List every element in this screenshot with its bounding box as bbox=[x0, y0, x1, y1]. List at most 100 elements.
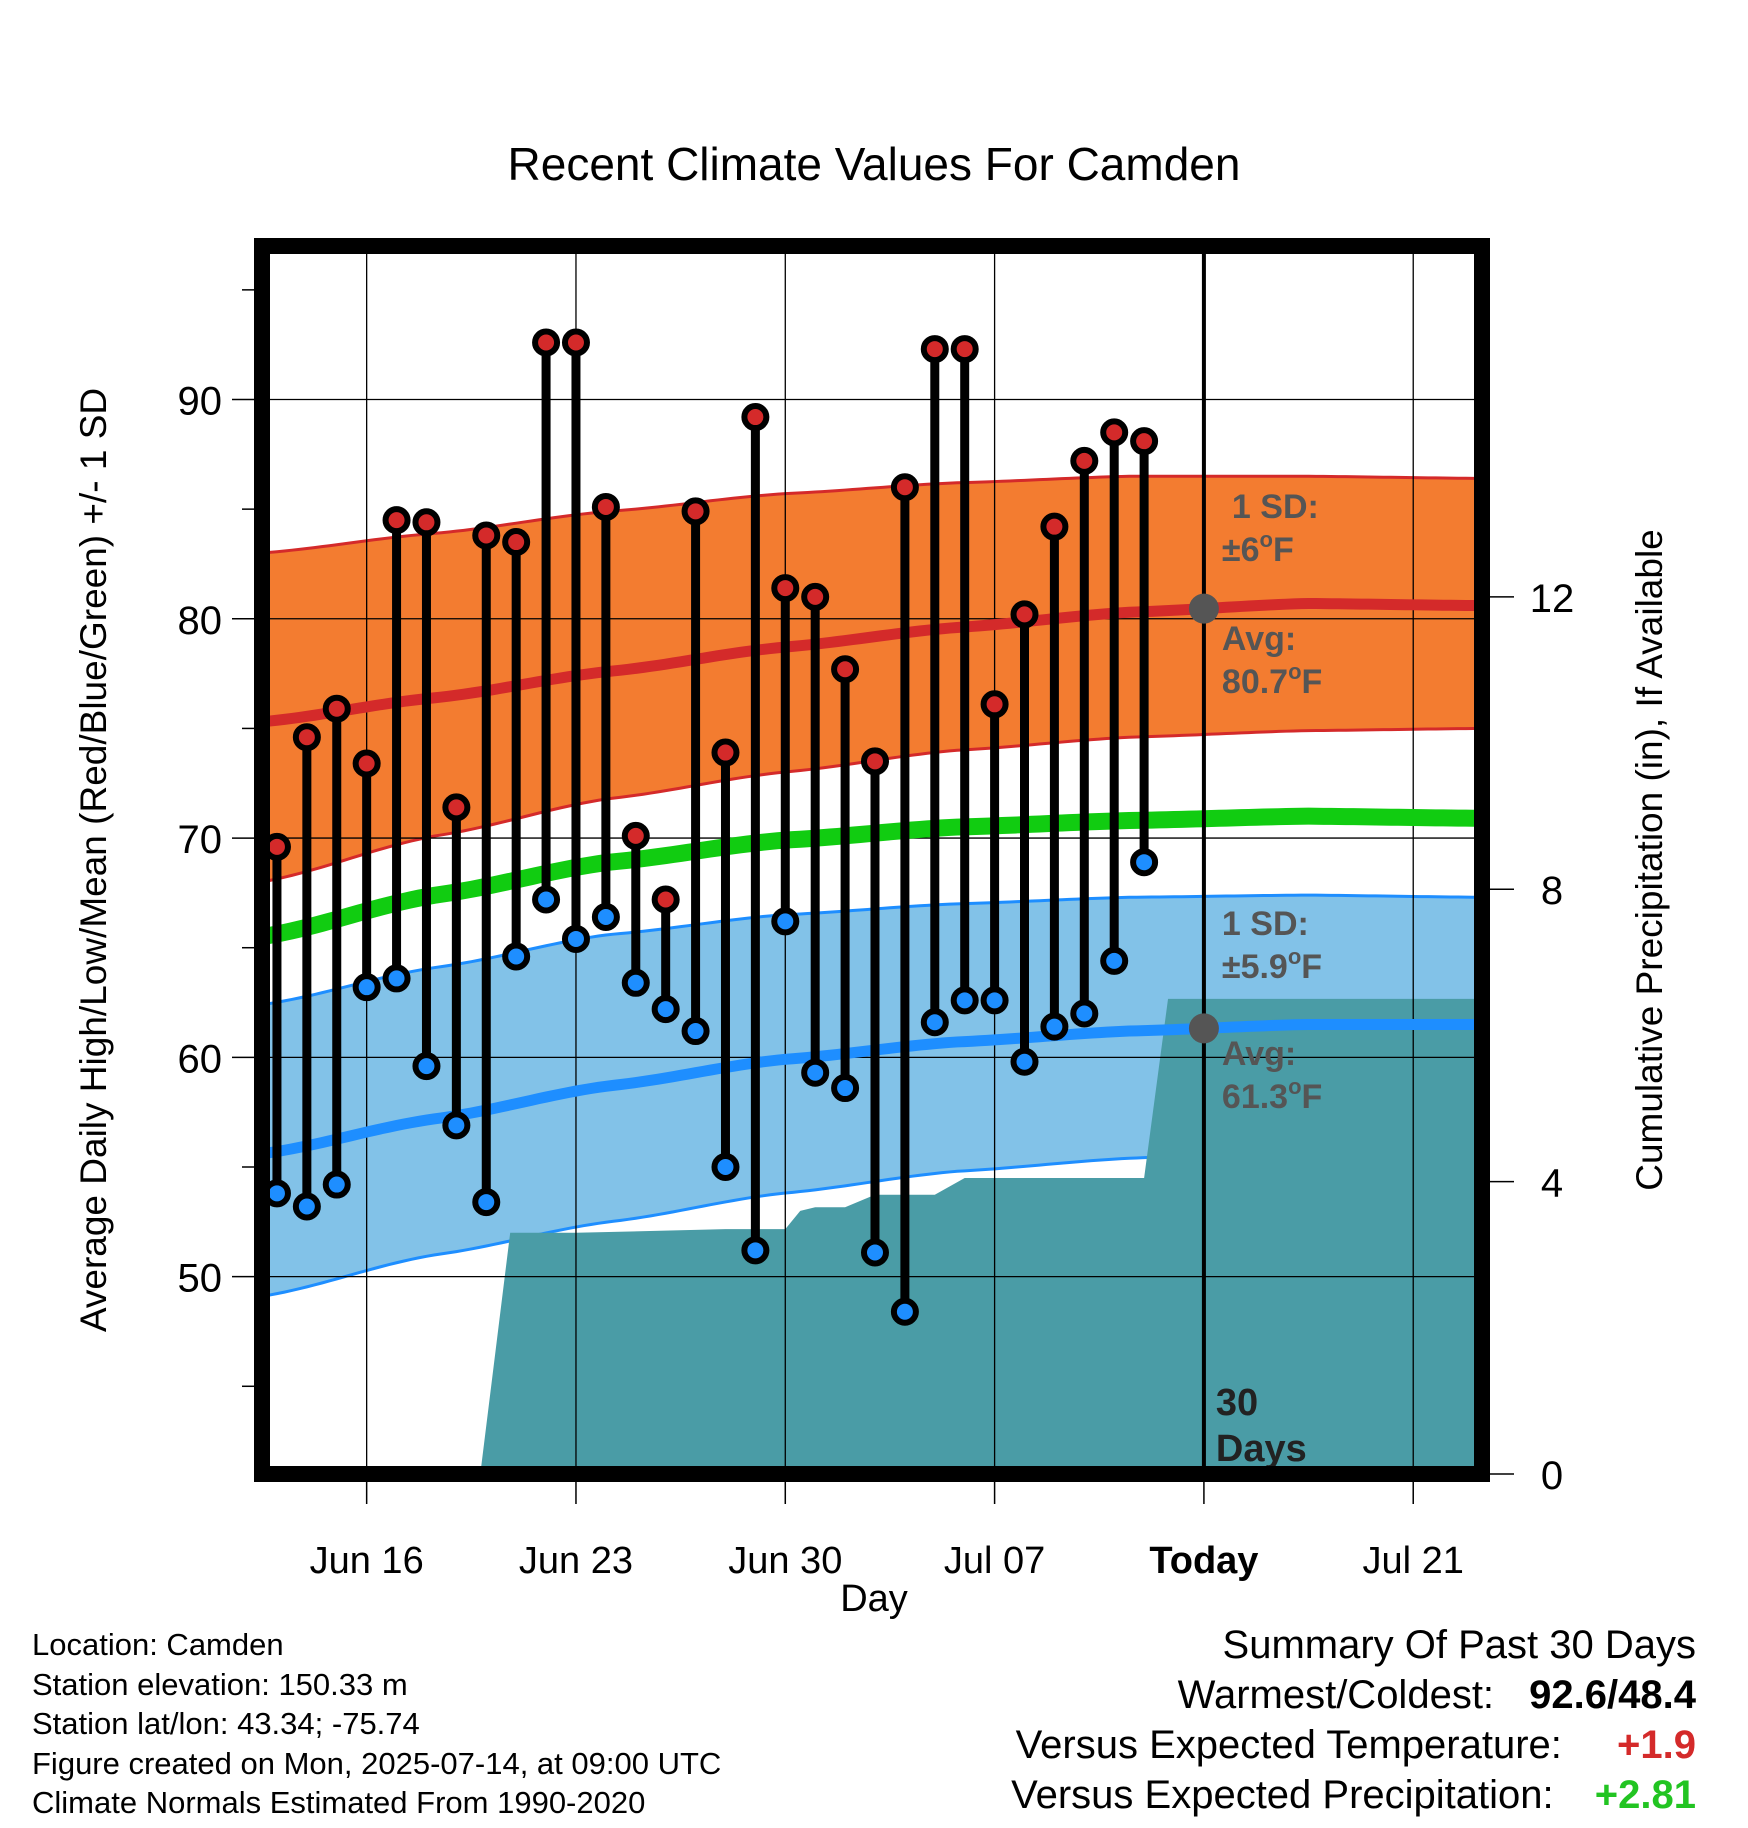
daily-low-point bbox=[502, 942, 531, 971]
daily-low-point bbox=[1010, 1047, 1039, 1076]
daily-high-point bbox=[382, 506, 411, 535]
high-sd-value: ±6oF bbox=[1222, 527, 1294, 569]
warm-cold-value: 92.6/48.4 bbox=[1529, 1673, 1696, 1717]
daily-low-point bbox=[1070, 999, 1099, 1028]
daily-high-point bbox=[651, 885, 680, 914]
daily-low-point bbox=[412, 1052, 441, 1081]
daily-low-point bbox=[831, 1074, 860, 1103]
daily-high-point bbox=[920, 335, 949, 364]
daily-low-point bbox=[532, 885, 561, 914]
high-sd-band bbox=[262, 476, 1481, 882]
daily-high-point bbox=[1100, 418, 1129, 447]
precip-label: Versus Expected Precipitation: bbox=[1011, 1773, 1554, 1817]
normals-text: Climate Normals Estimated From 1990-2020 bbox=[32, 1785, 646, 1820]
daily-high-point bbox=[442, 793, 471, 822]
daily-low-point bbox=[890, 1297, 919, 1326]
y-axis-label-left: Average Daily High/Low/Mean (Red/Blue/Gr… bbox=[73, 388, 114, 1332]
daily-high-point bbox=[801, 582, 830, 611]
daily-low-point bbox=[741, 1236, 770, 1265]
daily-high-point bbox=[950, 335, 979, 364]
precip-value: +2.81 bbox=[1594, 1773, 1696, 1817]
daily-low-point bbox=[711, 1153, 740, 1181]
x-axis-label: Day bbox=[840, 1578, 908, 1620]
y-tick-label-left: 90 bbox=[178, 380, 223, 424]
daily-high-point bbox=[561, 328, 590, 357]
daily-high-point bbox=[292, 723, 321, 752]
chart-title: Recent Climate Values For Camden bbox=[508, 138, 1241, 190]
daily-high-point bbox=[1010, 600, 1039, 629]
daily-high-point bbox=[681, 497, 710, 526]
high-avg-value: 80.7oF bbox=[1222, 659, 1322, 701]
daily-high-point bbox=[1130, 427, 1159, 456]
daily-low-point bbox=[382, 964, 411, 993]
daily-low-point bbox=[442, 1111, 471, 1140]
daily-high-point bbox=[1040, 512, 1069, 541]
low-avg-label: Avg: bbox=[1222, 1035, 1296, 1073]
daily-low-point bbox=[801, 1058, 830, 1087]
daily-high-point bbox=[591, 492, 620, 521]
daily-low-point bbox=[651, 995, 680, 1024]
y-tick-label-right: 4 bbox=[1541, 1162, 1563, 1206]
high-sd-upper-line bbox=[262, 474, 1481, 555]
daily-high-point bbox=[322, 694, 351, 723]
y-tick-label-right: 8 bbox=[1541, 869, 1563, 913]
x-tick-label: Jul 07 bbox=[944, 1540, 1045, 1582]
daily-low-point bbox=[860, 1238, 889, 1267]
summary-panel: Summary Of Past 30 Days Warmest/Coldest:… bbox=[796, 1620, 1696, 1820]
elevation-text: Station elevation: 150.33 m bbox=[32, 1666, 408, 1702]
y-tick-label-left: 70 bbox=[178, 818, 223, 862]
y-axis-label-right: Cumulative Precipitation (in), If Availa… bbox=[1629, 529, 1670, 1191]
daily-high-point bbox=[831, 655, 860, 684]
axes: 50 60 70 80 90 0 4 8 12 Jun 16 Jun 23 Jun 30 Jul 07 T… bbox=[178, 238, 1574, 1582]
daily-high-point bbox=[621, 821, 650, 850]
summary-warm-cold-row: Warmest/Coldest: 92.6/48.4 bbox=[796, 1670, 1696, 1720]
x-tick-label: Jul 21 bbox=[1363, 1540, 1464, 1582]
daily-high-point bbox=[1070, 446, 1099, 475]
high-avg-label: Avg: bbox=[1222, 620, 1296, 658]
low-sd-value: ±5.9oF bbox=[1222, 944, 1322, 986]
x-tick-label: Jun 30 bbox=[728, 1540, 842, 1582]
daily-high-point bbox=[860, 747, 889, 776]
mean-high-line bbox=[262, 597, 1481, 728]
summary-precip-row: Versus Expected Precipitation: +2.81 bbox=[796, 1770, 1696, 1820]
x-tick-label: Jun 23 bbox=[519, 1540, 633, 1582]
daily-low-point bbox=[472, 1188, 501, 1217]
y-tick-label-left: 80 bbox=[178, 599, 223, 643]
daily-high-point bbox=[890, 473, 919, 502]
daily-high-point bbox=[741, 403, 770, 432]
daily-low-point bbox=[352, 973, 381, 1002]
low-avg-value: 61.3oF bbox=[1222, 1074, 1322, 1116]
y-tick-label-left: 50 bbox=[178, 1257, 223, 1301]
daily-high-point bbox=[472, 521, 501, 550]
daily-low-point bbox=[920, 1008, 949, 1037]
x-tick-label: Jun 16 bbox=[310, 1540, 424, 1582]
daily-low-point bbox=[681, 1017, 710, 1046]
daily-low-point bbox=[980, 986, 1009, 1015]
daily-high-point bbox=[412, 508, 441, 537]
x-tick-label: Today bbox=[1149, 1540, 1258, 1582]
daily-low-point bbox=[1040, 1012, 1069, 1041]
daily-high-point bbox=[352, 749, 381, 778]
y-tick-label-right: 0 bbox=[1541, 1454, 1563, 1498]
daily-low-point bbox=[950, 986, 979, 1015]
low-avg-marker bbox=[1188, 1013, 1219, 1044]
summary-title: Summary Of Past 30 Days bbox=[1222, 1623, 1696, 1667]
daily-high-point bbox=[980, 690, 1009, 719]
temp-value: +1.9 bbox=[1617, 1723, 1696, 1767]
daily-low-point bbox=[292, 1192, 321, 1221]
daily-low-point bbox=[1130, 848, 1159, 877]
daily-low-point bbox=[771, 907, 800, 936]
daily-high-point bbox=[711, 738, 740, 767]
high-sd-label: 1 SD: bbox=[1232, 488, 1319, 526]
latlon-text: Station lat/lon: 43.34; -75.74 bbox=[32, 1706, 420, 1741]
daily-low-point bbox=[1100, 946, 1129, 975]
low-sd-label: 1 SD: bbox=[1222, 905, 1309, 943]
warm-cold-label: Warmest/Coldest: bbox=[1177, 1673, 1495, 1717]
daily-high-point bbox=[532, 328, 561, 357]
location-text: Location: Camden bbox=[32, 1627, 284, 1662]
y-tick-label-left: 60 bbox=[178, 1037, 223, 1081]
climate-chart: Recent Climate Values For Camden 1 SD:±6… bbox=[73, 138, 1670, 1620]
temp-label: Versus Expected Temperature: bbox=[1015, 1723, 1562, 1767]
